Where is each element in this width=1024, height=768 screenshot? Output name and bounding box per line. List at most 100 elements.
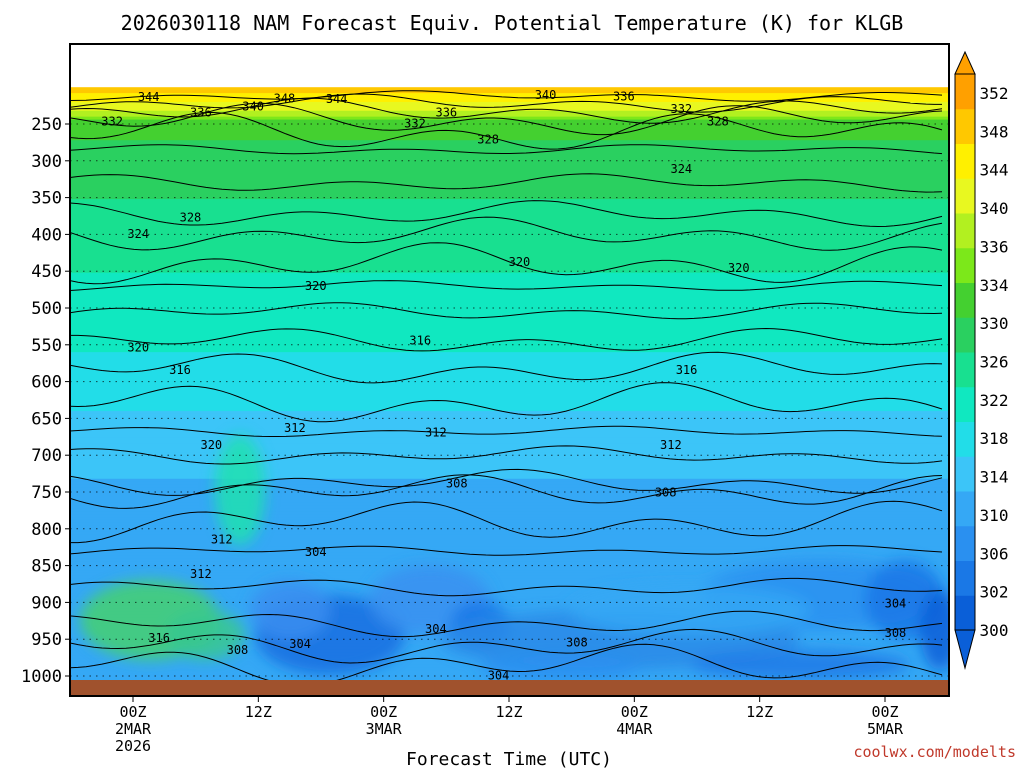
contour-line (70, 643, 943, 687)
color-band (70, 281, 949, 285)
contour-line (70, 97, 943, 124)
x-tick-label: 12Z (746, 703, 773, 721)
color-band (70, 128, 949, 132)
color-band (70, 369, 949, 374)
contour-label: 344 (326, 92, 348, 106)
color-band (70, 519, 949, 524)
color-band (70, 107, 949, 112)
color-band (70, 522, 949, 527)
color-band (70, 358, 949, 362)
color-band (70, 478, 949, 483)
contour-line (70, 351, 943, 384)
color-band (70, 378, 949, 383)
color-band (70, 517, 949, 521)
color-band (70, 452, 949, 456)
color-band (70, 428, 949, 433)
color-band (70, 216, 949, 221)
color-band (70, 511, 949, 515)
colorbar-label: 306 (980, 544, 1009, 563)
color-band (70, 190, 949, 194)
y-tick-label: 400 (31, 225, 62, 245)
colorbar-bottom-arrow (954, 629, 976, 670)
color-band (70, 564, 949, 568)
contour-label: 320 (200, 438, 222, 452)
color-band (70, 346, 949, 350)
color-band (70, 193, 949, 197)
color-band (70, 381, 949, 386)
contour-line (70, 628, 943, 664)
color-blob (920, 590, 949, 670)
color-band (70, 316, 949, 321)
color-band (70, 175, 949, 179)
color-band (70, 308, 949, 312)
contour-label: 332 (404, 117, 426, 131)
color-band (70, 399, 949, 403)
y-tick-label: 250 (31, 115, 62, 135)
color-band (70, 384, 949, 388)
color-band (70, 575, 949, 580)
color-band (70, 593, 949, 598)
color-band (70, 587, 949, 592)
plot-area (70, 87, 949, 696)
color-band (70, 98, 949, 103)
contour-label: 340 (242, 100, 264, 114)
colorbar-label: 348 (980, 122, 1009, 141)
colorbar: 300 302 306 310 314 318 322 326 330 334 336 340 344 3… (954, 50, 1009, 670)
contour-line (70, 173, 943, 193)
color-band (70, 387, 949, 391)
color-band (70, 116, 949, 121)
color-band (70, 101, 949, 106)
color-band (70, 572, 949, 577)
contour-label: 340 (535, 88, 557, 102)
color-band (70, 178, 949, 182)
color-band (70, 90, 949, 94)
y-tick-label: 350 (31, 189, 62, 209)
color-band (70, 322, 949, 327)
color-band (70, 252, 949, 256)
contour-line (70, 242, 943, 285)
color-band (70, 154, 949, 159)
colorbar-label: 310 (980, 506, 1009, 525)
contour-label: 316 (676, 363, 698, 377)
color-band (70, 266, 949, 271)
color-band (70, 231, 949, 235)
x-tick-label: 3MAR (366, 720, 403, 738)
color-blob (690, 650, 910, 680)
color-band (70, 472, 949, 477)
contour-label: 324 (670, 162, 692, 176)
color-band (70, 202, 949, 206)
color-band (70, 257, 949, 262)
x-tick-label: 4MAR (616, 720, 653, 738)
x-tick-label: 00Z (871, 703, 898, 721)
color-band (70, 172, 949, 177)
color-band (70, 296, 949, 300)
contour-line (70, 445, 943, 465)
colorbar-segment (955, 491, 975, 527)
colorbar-segment (955, 560, 975, 596)
color-band (70, 269, 949, 274)
colorbar-segment (955, 525, 975, 561)
colorbar-segment (955, 386, 975, 422)
contour-label: 316 (148, 631, 170, 645)
contour-line (70, 93, 942, 113)
color-band (70, 149, 949, 153)
color-band (70, 416, 949, 421)
color-band (70, 590, 949, 595)
contour-line (70, 577, 943, 597)
contour-line (70, 102, 943, 136)
color-band (70, 360, 949, 365)
color-band (70, 614, 949, 618)
color-band (70, 113, 949, 118)
color-band (70, 166, 949, 171)
contour-label: 316 (409, 334, 431, 348)
contour-label: 328 (477, 133, 499, 147)
contour-label: 328 (707, 114, 729, 128)
color-band (70, 434, 949, 439)
color-band (70, 525, 949, 530)
y-tick-label: 650 (31, 409, 62, 429)
color-band (70, 199, 949, 203)
colorbar-segment (955, 143, 975, 179)
color-band (70, 437, 949, 441)
colorbar-label: 352 (980, 84, 1009, 103)
